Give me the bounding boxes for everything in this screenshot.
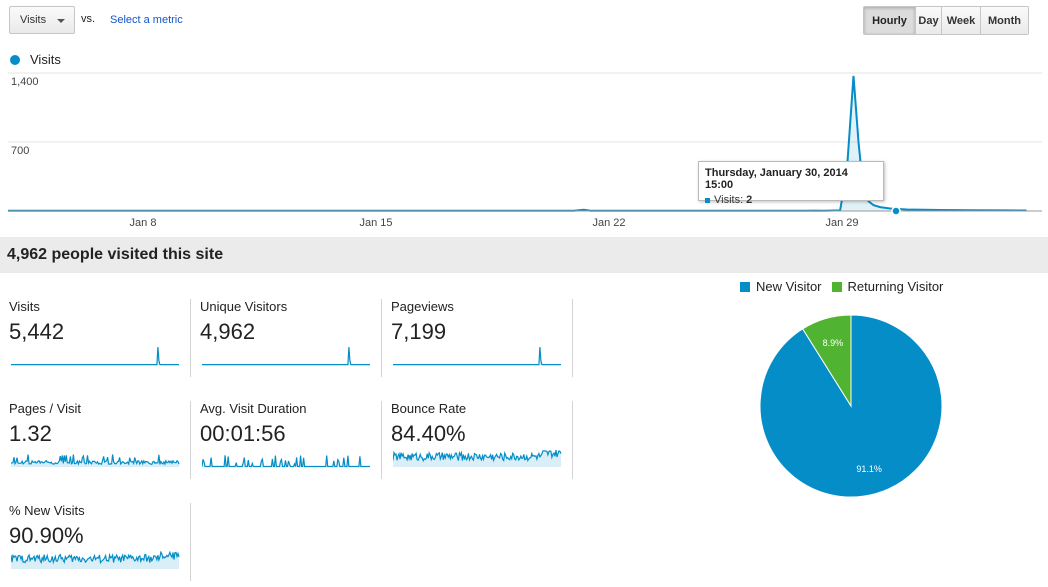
metric-label: % New Visits [9,503,85,518]
divider [190,503,191,581]
metric-value: 00:01:56 [200,421,286,446]
divider [572,401,573,479]
sparkline-line [393,449,562,463]
chevron-down-icon [57,19,65,23]
pie-slice-label: 91.1% [856,464,882,474]
sparkline [11,551,180,569]
sparkline-area [11,552,179,569]
metric-visits[interactable]: Visits 5,442 [9,299,191,381]
divider [190,299,191,377]
sparkline [393,347,561,366]
metric-label: Pages / Visit [9,401,82,416]
sparkline [202,455,370,468]
y-tick-label: 1,400 [11,76,39,88]
visits-line-chart[interactable]: 1,400 700 Jan 8 Jan 15 Jan 22 Jan 29 [0,66,1048,234]
sparkline-line [393,347,561,366]
chart-legend: Visits [10,52,61,67]
x-tick-label: Jan 8 [130,217,157,229]
metric-bounce-rate[interactable]: Bounce Rate 84.40% [391,401,573,483]
pie-slice-label: 8.9% [823,338,844,348]
vs-label: vs. [81,13,96,25]
metric-value: 90.90% [9,523,84,548]
legend-label: Returning Visitor [847,279,944,294]
divider [572,299,573,377]
hover-point[interactable] [891,206,901,216]
metric-dropdown-label: Visits [20,14,47,26]
metric-unique-visitors[interactable]: Unique Visitors 4,962 [200,299,382,381]
sparkline-area [11,347,179,365]
sparkline-line [11,347,179,366]
sparkline [11,347,179,366]
tooltip-title: Thursday, January 30, 2014 15:00 [705,167,848,191]
select-metric-link[interactable]: Select a metric [110,14,183,26]
metric-label: Unique Visitors [200,299,288,314]
metric-avg-visit-duration[interactable]: Avg. Visit Duration 00:01:56 [200,401,382,483]
divider [190,401,191,479]
metric-label: Avg. Visit Duration [200,401,307,416]
day-button[interactable]: Day [915,7,941,34]
metric-label: Pageviews [391,299,454,314]
sparkline-area [11,454,179,467]
metric-label: Visits [9,299,40,314]
legend-swatch [831,281,842,292]
x-tick-label: Jan 15 [359,217,392,229]
metric-pageviews[interactable]: Pageviews 7,199 [391,299,573,381]
visitor-type-pie-chart[interactable]: 91.1% 8.9% [755,310,949,504]
divider [381,299,382,377]
series-square-icon [705,197,710,203]
metric-dropdown[interactable]: Visits [9,6,75,34]
y-tick-label: 700 [11,145,29,157]
metric-value: 7,199 [391,319,447,344]
metric-percent-new-visits[interactable]: % New Visits 90.90% [9,503,191,585]
legend-swatch [740,281,750,292]
x-ticks: Jan 8 Jan 15 Jan 22 Jan 29 [130,217,859,229]
sparkline-line [11,551,180,565]
metric-label: Bounce Rate [391,401,467,416]
series-dot-icon [10,54,20,65]
metric-value: 5,442 [9,319,65,344]
sparkline-line [202,455,370,468]
summary-header: 4,962 people visited this site [0,237,1048,273]
legend-item-new-visitor[interactable]: New Visitor [740,279,822,294]
metric-pages-per-visit[interactable]: Pages / Visit 1.32 [9,401,191,483]
x-tick-label: Jan 22 [592,217,625,229]
sparkline [393,449,562,467]
sparkline-line [11,454,180,466]
metric-value: 84.40% [391,421,466,446]
sparkline-area [202,455,370,467]
pie-legend: New Visitor Returning Visitor [740,279,953,294]
tooltip-value: 2 [746,194,753,206]
divider [381,401,382,479]
month-button[interactable]: Month [980,7,1028,34]
sparkline [11,454,180,467]
metric-value: 4,962 [200,319,256,344]
time-range-toggle: Hourly Day Week Month [863,6,1029,35]
sparkline-area [202,347,370,365]
chart-legend-label: Visits [30,52,61,67]
legend-item-returning-visitor[interactable]: Returning Visitor [831,279,944,294]
hourly-button[interactable]: Hourly [864,7,915,34]
tooltip-series-label: Visits: [714,194,744,206]
sparkline-line [202,347,370,366]
chart-tooltip: Thursday, January 30, 2014 15:00 Visits:… [698,161,884,206]
week-button[interactable]: Week [941,7,980,34]
metric-value: 1.32 [9,421,52,446]
pie-slice-returning-visitor[interactable] [802,314,852,408]
x-tick-label: Jan 29 [825,217,858,229]
legend-label: New Visitor [756,279,822,294]
sparkline-area [393,347,561,365]
sparkline [202,347,370,366]
